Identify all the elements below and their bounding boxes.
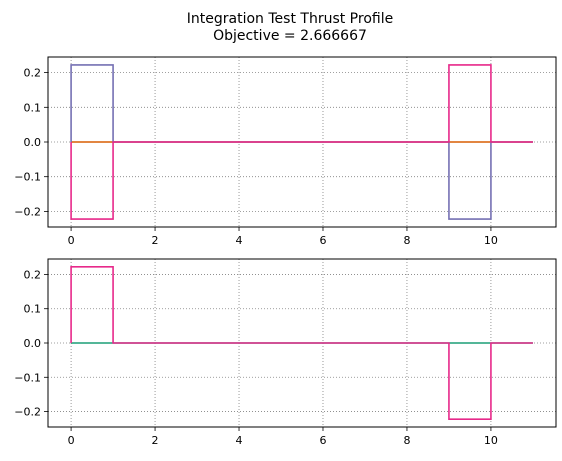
- bottom-ytick-label-1: −0.1: [14, 371, 41, 384]
- bottom-ytick-label-0: −0.2: [14, 406, 41, 419]
- bottom-ticks: 0 2 4 6 8 10 −0.2 −0.1 0.0 0.1 0.2: [14, 268, 498, 447]
- top-ticks: 0 2 4 6 8 10 −0.2 −0.1 0.0 0.1 0.2: [14, 67, 498, 247]
- bottom-xtick-label-3: 6: [319, 434, 326, 447]
- top-ytick-label-1: −0.1: [14, 171, 41, 184]
- top-xtick-label-5: 10: [484, 234, 498, 247]
- bottom-ytick-label-4: 0.2: [24, 268, 42, 281]
- bottom-xtick-label-1: 2: [152, 434, 159, 447]
- top-subplot: 0 2 4 6 8 10 −0.2 −0.1 0.0 0.1 0.2: [14, 56, 557, 247]
- bottom-xtick-label-2: 4: [236, 434, 243, 447]
- bottom-xtick-label-0: 0: [68, 434, 75, 447]
- bottom-xtick-label-4: 8: [403, 434, 410, 447]
- top-xtick-label-4: 8: [403, 234, 410, 247]
- bottom-series-group: [70, 266, 533, 420]
- top-ytick-label-3: 0.1: [24, 101, 42, 114]
- top-xtick-label-3: 6: [319, 234, 326, 247]
- top-series-group: [70, 64, 533, 220]
- bottom-series-1: [70, 266, 533, 420]
- top-xtick-label-0: 0: [68, 234, 75, 247]
- top-ytick-label-2: 0.0: [24, 136, 42, 149]
- top-ytick-label-4: 0.2: [24, 67, 42, 80]
- top-series-2: [70, 64, 533, 220]
- figure-title-line-2: Objective = 2.666667: [213, 28, 367, 44]
- bottom-ytick-label-2: 0.0: [24, 337, 42, 350]
- bottom-subplot: 0 2 4 6 8 10 −0.2 −0.1 0.0 0.1 0.2: [14, 258, 557, 447]
- top-xtick-label-2: 4: [236, 234, 243, 247]
- bottom-ytick-label-3: 0.1: [24, 303, 42, 316]
- figure-title-line-1: Integration Test Thrust Profile: [187, 11, 393, 27]
- top-xtick-label-1: 2: [152, 234, 159, 247]
- bottom-xtick-label-5: 10: [484, 434, 498, 447]
- top-ytick-label-0: −0.2: [14, 205, 41, 218]
